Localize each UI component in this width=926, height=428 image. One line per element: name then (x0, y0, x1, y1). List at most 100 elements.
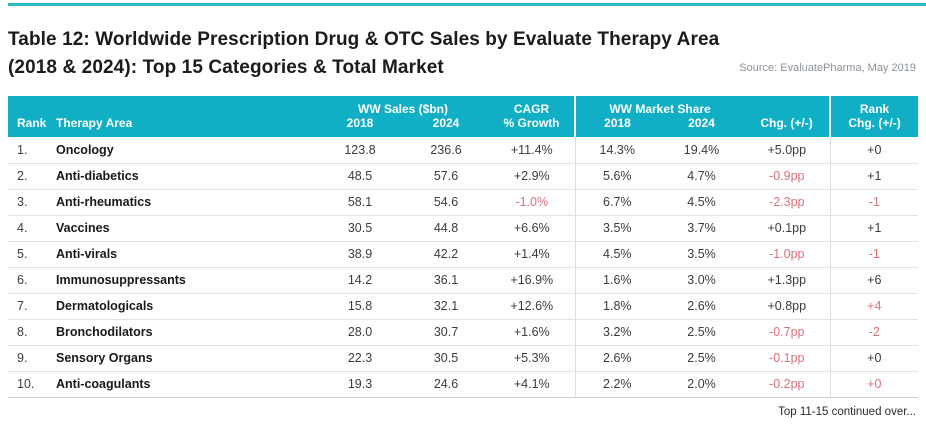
continuation-note: Top 11-15 continued over... (778, 406, 916, 418)
sales-2018-cell: 22.3 (317, 345, 403, 372)
chg-cell: +0.8pp (744, 293, 831, 320)
sales-2024-cell: 54.6 (403, 189, 490, 216)
chg-cell: -0.2pp (744, 371, 831, 398)
header-ms-2024: 2024 (659, 116, 745, 137)
rank-cell: 8. (8, 319, 50, 346)
header-therapy-area: Therapy Area (50, 116, 317, 137)
cagr-cell: +1.6% (489, 319, 576, 346)
cagr-cell: +12.6% (489, 293, 576, 320)
chg-cell: +0.1pp (744, 215, 831, 242)
header-chg: Chg. (+/-) (744, 116, 831, 137)
rank-cell: 4. (8, 215, 50, 242)
header-rank-chg-line2: Chg. (+/-) (829, 116, 919, 137)
rank-chg-cell: +0 (829, 371, 919, 398)
table-row: 6. Immunosuppressants 14.2 36.1 +16.9% 1… (8, 267, 919, 294)
therapy-area-cell: Oncology (50, 137, 317, 164)
ms-2018-cell: 2.2% (574, 371, 660, 398)
therapy-area-cell: Sensory Organs (50, 345, 317, 372)
table-row: 2. Anti-diabetics 48.5 57.6 +2.9% 5.6% 4… (8, 163, 919, 190)
sales-2024-cell: 44.8 (403, 215, 490, 242)
rank-chg-cell: +6 (829, 267, 919, 294)
rank-cell: 1. (8, 137, 50, 164)
chg-cell: +1.3pp (744, 267, 831, 294)
ms-2024-cell: 2.6% (659, 293, 745, 320)
cagr-cell: +1.4% (489, 241, 576, 268)
header-spacer (744, 96, 831, 116)
chg-cell: +5.0pp (744, 137, 831, 164)
chg-cell: -0.7pp (744, 319, 831, 346)
sales-2018-cell: 30.5 (317, 215, 403, 242)
table-row: 1. Oncology 123.8 236.6 +11.4% 14.3% 19.… (8, 137, 919, 164)
sales-2024-cell: 42.2 (403, 241, 490, 268)
ms-2018-cell: 1.6% (574, 267, 660, 294)
table-row: 3. Anti-rheumatics 58.1 54.6 -1.0% 6.7% … (8, 189, 919, 216)
header-spacer (8, 96, 50, 116)
therapy-area-cell: Bronchodilators (50, 319, 317, 346)
ms-2018-cell: 14.3% (574, 137, 660, 164)
ms-2024-cell: 3.7% (659, 215, 745, 242)
header-rank-chg-line1: Rank (829, 96, 919, 116)
rank-chg-cell: +1 (829, 163, 919, 190)
rank-chg-cell: -1 (829, 189, 919, 216)
rank-cell: 7. (8, 293, 50, 320)
therapy-area-cell: Anti-diabetics (50, 163, 317, 190)
cagr-cell: +11.4% (489, 137, 576, 164)
table-body: 1. Oncology 123.8 236.6 +11.4% 14.3% 19.… (8, 137, 919, 398)
table-row: 8. Bronchodilators 28.0 30.7 +1.6% 3.2% … (8, 319, 919, 346)
therapy-area-cell: Anti-virals (50, 241, 317, 268)
sales-2024-cell: 24.6 (403, 371, 490, 398)
cagr-cell: +16.9% (489, 267, 576, 294)
rank-cell: 10. (8, 371, 50, 398)
header-ww-market-share-group: WW Market Share (574, 96, 745, 116)
therapy-area-table: WW Sales ($bn) CAGR WW Market Share Rank… (8, 96, 919, 398)
sales-2024-cell: 36.1 (403, 267, 490, 294)
cagr-cell: -1.0% (489, 189, 576, 216)
sales-2024-cell: 32.1 (403, 293, 490, 320)
cagr-cell: +4.1% (489, 371, 576, 398)
sales-2018-cell: 123.8 (317, 137, 403, 164)
chg-cell: -0.1pp (744, 345, 831, 372)
ms-2018-cell: 6.7% (574, 189, 660, 216)
sales-2024-cell: 236.6 (403, 137, 490, 164)
top-accent-rule (8, 3, 926, 6)
sales-2018-cell: 14.2 (317, 267, 403, 294)
header-spacer (50, 96, 317, 116)
table-header: WW Sales ($bn) CAGR WW Market Share Rank… (8, 96, 919, 137)
sales-2024-cell: 30.5 (403, 345, 490, 372)
header-sales-2018: 2018 (317, 116, 403, 137)
ms-2024-cell: 4.5% (659, 189, 745, 216)
ms-2018-cell: 4.5% (574, 241, 660, 268)
page-title-line2: (2018 & 2024): Top 15 Categories & Total… (8, 57, 444, 78)
sales-2018-cell: 38.9 (317, 241, 403, 268)
header-column-row: Rank Therapy Area 2018 2024 % Growth 201… (8, 116, 919, 137)
header-ms-2018: 2018 (574, 116, 660, 137)
sales-2024-cell: 30.7 (403, 319, 490, 346)
ms-2018-cell: 3.2% (574, 319, 660, 346)
ms-2024-cell: 2.5% (659, 345, 745, 372)
rank-cell: 5. (8, 241, 50, 268)
table-row: 9. Sensory Organs 22.3 30.5 +5.3% 2.6% 2… (8, 345, 919, 372)
header-sales-2024: 2024 (403, 116, 490, 137)
therapy-area-cell: Dermatologicals (50, 293, 317, 320)
rank-chg-cell: -1 (829, 241, 919, 268)
cagr-cell: +5.3% (489, 345, 576, 372)
source-attribution: Source: EvaluatePharma, May 2019 (739, 62, 916, 74)
sales-2024-cell: 57.6 (403, 163, 490, 190)
sales-2018-cell: 19.3 (317, 371, 403, 398)
ms-2024-cell: 2.0% (659, 371, 745, 398)
rank-chg-cell: +1 (829, 215, 919, 242)
sales-2018-cell: 48.5 (317, 163, 403, 190)
cagr-cell: +2.9% (489, 163, 576, 190)
header-cagr-line1: CAGR (489, 96, 576, 116)
sales-2018-cell: 58.1 (317, 189, 403, 216)
therapy-area-cell: Immunosuppressants (50, 267, 317, 294)
therapy-area-cell: Anti-rheumatics (50, 189, 317, 216)
rank-cell: 6. (8, 267, 50, 294)
ms-2018-cell: 1.8% (574, 293, 660, 320)
header-cagr-line2: % Growth (489, 116, 576, 137)
page-title: Table 12: Worldwide Prescription Drug & … (8, 26, 768, 82)
table-row: 5. Anti-virals 38.9 42.2 +1.4% 4.5% 3.5%… (8, 241, 919, 268)
ms-2024-cell: 3.0% (659, 267, 745, 294)
ms-2018-cell: 2.6% (574, 345, 660, 372)
